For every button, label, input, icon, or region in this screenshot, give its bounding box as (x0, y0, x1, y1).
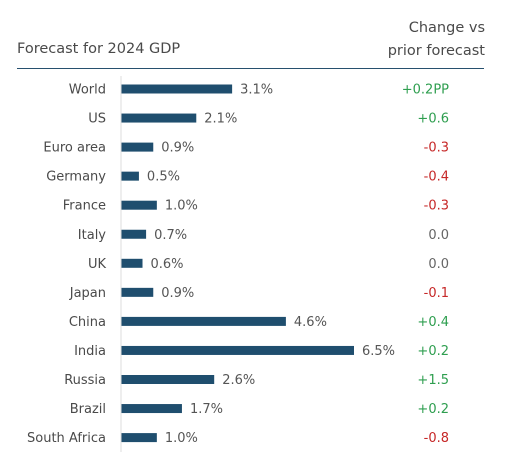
category-label: Japan (69, 286, 106, 301)
bar (121, 287, 154, 297)
category-label: World (69, 83, 106, 98)
value-label: 0.7% (154, 228, 187, 243)
category-label: Russia (64, 373, 106, 388)
change-label: +0.2PP (402, 83, 449, 98)
bar (121, 229, 147, 239)
value-label: 6.5% (362, 344, 395, 359)
change-label: +0.4 (417, 315, 449, 330)
category-label: Italy (78, 228, 107, 243)
value-label: 2.6% (222, 373, 255, 388)
value-label: 0.9% (161, 286, 194, 301)
change-header: Change vs prior forecast (388, 17, 485, 63)
change-label: -0.3 (424, 199, 449, 214)
value-label: 2.1% (204, 112, 237, 127)
bar (121, 171, 139, 181)
category-label: Euro area (43, 141, 106, 156)
change-label: -0.1 (424, 286, 449, 301)
change-header-line2: prior forecast (387, 43, 485, 59)
bar (121, 404, 182, 414)
value-label: 1.0% (165, 199, 198, 214)
value-label: 4.6% (294, 315, 327, 330)
change-label: 0.0 (428, 257, 449, 272)
category-label: India (74, 344, 106, 359)
change-label: -0.3 (424, 141, 449, 156)
change-header-line1: Change vs (408, 20, 485, 36)
bar (121, 258, 143, 268)
category-label: US (88, 112, 106, 127)
bar (121, 113, 197, 123)
bar (121, 142, 154, 152)
value-label: 0.6% (151, 257, 184, 272)
category-label: UK (88, 257, 107, 272)
value-label: 1.7% (190, 402, 223, 417)
bar (121, 316, 286, 326)
category-label: Brazil (70, 402, 106, 417)
change-label: -0.8 (424, 431, 449, 446)
value-label: 0.9% (161, 141, 194, 156)
category-label: China (69, 315, 106, 330)
category-label: Germany (46, 170, 106, 185)
value-label: 3.1% (240, 83, 273, 98)
category-label: South Africa (27, 431, 106, 446)
header-divider (17, 68, 484, 69)
change-label: +0.6 (417, 112, 449, 127)
change-label: -0.4 (424, 170, 449, 185)
chart-title: Forecast for 2024 GDP (17, 41, 181, 57)
bar (121, 375, 215, 384)
change-label: +0.2 (417, 402, 449, 417)
change-label: +0.2 (417, 344, 449, 359)
change-label: 0.0 (428, 228, 449, 243)
bar (121, 345, 354, 355)
bar (121, 84, 233, 94)
bar (121, 200, 157, 210)
value-label: 0.5% (147, 170, 180, 185)
category-label: France (63, 199, 106, 214)
bar (121, 433, 157, 443)
value-label: 1.0% (165, 431, 198, 446)
change-label: +1.5 (417, 373, 449, 388)
